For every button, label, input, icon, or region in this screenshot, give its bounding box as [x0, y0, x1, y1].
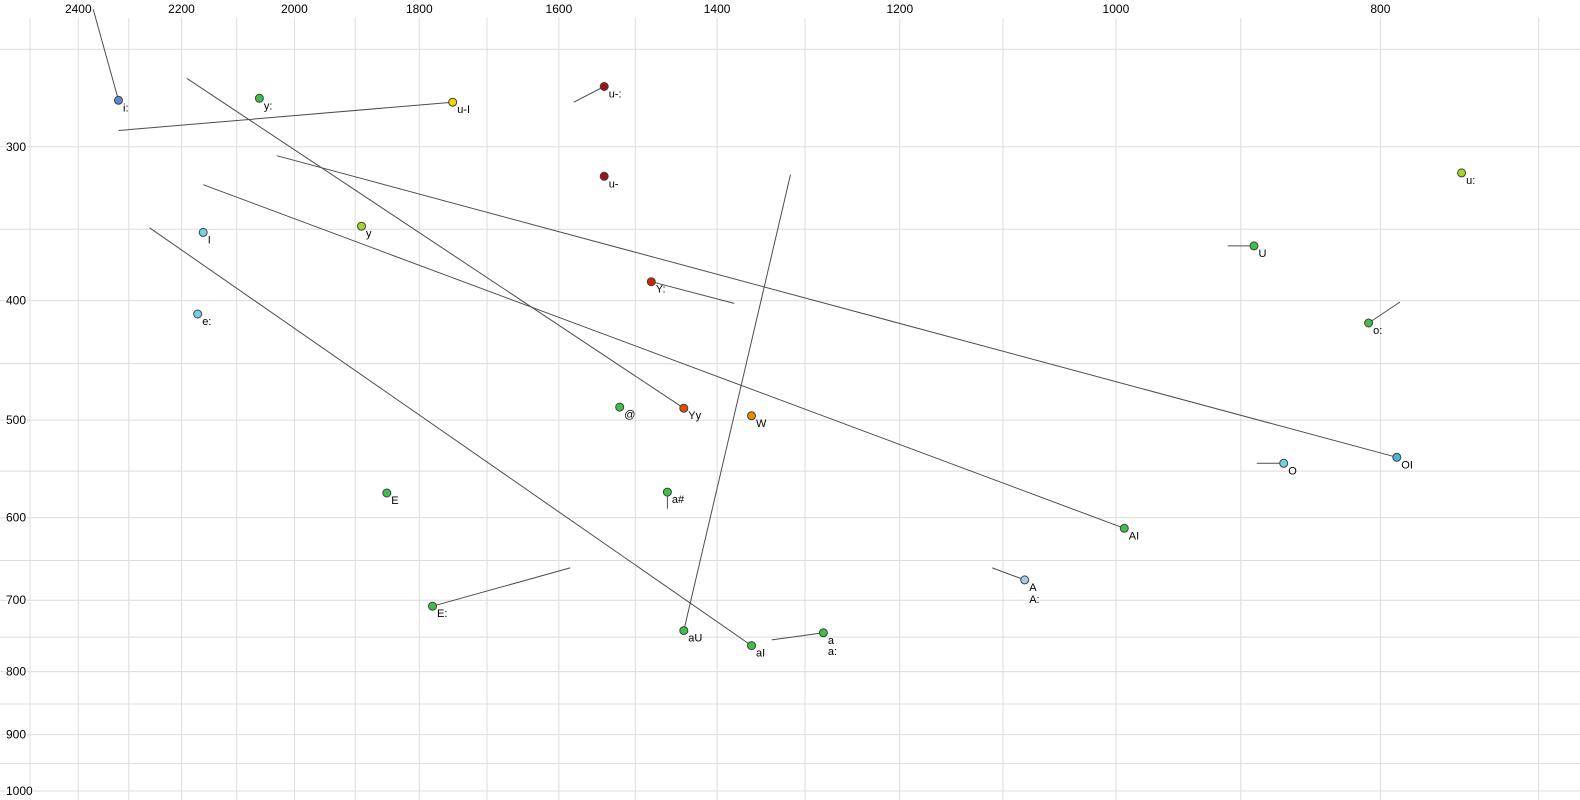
vowel-label-y:: y:	[264, 100, 273, 112]
x-tick-label-2400: 2400	[65, 2, 92, 16]
vowel-label-aI: aI	[756, 648, 765, 660]
y-tick-label-400: 400	[6, 294, 26, 308]
trajectory-OI	[276, 155, 1397, 458]
trajectory-a	[771, 632, 824, 641]
vowel-dot-o:	[1364, 318, 1374, 328]
trajectory-u-I	[118, 101, 453, 131]
x-tick-label-1400: 1400	[704, 2, 731, 16]
vowel-dot-y	[357, 221, 366, 231]
axis-ticks: 2400 2200 2000 1800 1600 1400 1200 1000 800 300 40…	[5, 1, 1393, 800]
x-tick-label-800: 800	[1370, 2, 1390, 16]
vowel-dot-E:	[428, 601, 437, 611]
trajectory-o:	[1368, 301, 1401, 324]
y-tick-label-1000: 1000	[6, 784, 33, 798]
vowel-label-i:: i:	[123, 102, 129, 114]
vowel-label-y: y	[366, 228, 372, 240]
trajectory-i:	[92, 9, 119, 101]
y-tick-label-500: 500	[6, 413, 26, 427]
trajectory-AI	[203, 184, 1125, 529]
trajectory-E:	[432, 567, 571, 607]
trajectory-u-:	[573, 86, 605, 103]
y-tick-label-700: 700	[6, 593, 26, 607]
vowel-label-u-I: u-I	[457, 104, 470, 116]
y-tick-label-900: 900	[6, 728, 26, 742]
vowel-label-Y:: Y:	[656, 284, 666, 296]
vowel-label-Yy: Yy	[688, 410, 701, 422]
vowel-dot-y:	[254, 93, 264, 103]
vowel-label-u:: u:	[1466, 175, 1475, 187]
vowel-dot-aU	[679, 626, 689, 636]
vowel-label-W: W	[756, 418, 767, 430]
vowel-dot-A	[1020, 575, 1030, 585]
vowel-dot-u:	[1457, 168, 1467, 178]
vowel-dot-u-	[599, 171, 609, 181]
vowel-label-u-: u-	[609, 178, 619, 190]
vowel-dot-a	[818, 628, 828, 638]
vowel-dot-a#	[662, 487, 672, 497]
y-tick-label-300: 300	[6, 140, 26, 154]
vowel-dot-Y:	[646, 277, 656, 287]
vowel-dot-u-:	[599, 82, 609, 91]
vowel-dot-Yy	[679, 403, 689, 413]
trajectory-Yy	[186, 77, 685, 409]
trajectory-A	[992, 567, 1025, 581]
vowel-dot-e:	[193, 309, 203, 319]
x-tick-label-1600: 1600	[546, 2, 573, 16]
vowel-dot-O	[1279, 458, 1289, 468]
x-tick-label-2000: 2000	[281, 2, 308, 16]
y-tick-label-600: 600	[6, 511, 26, 525]
vowel-dot-aI	[747, 641, 756, 651]
x-tick-label-1000: 1000	[1103, 2, 1130, 16]
vowel-label-a#: a#	[672, 494, 685, 506]
trajectory-aU	[683, 174, 791, 631]
vowel-label-AI: AI	[1129, 530, 1139, 542]
vowel-label-e:: e:	[202, 316, 211, 328]
vowel-dot-i:	[114, 95, 123, 105]
vowel-label-aU: aU	[688, 633, 702, 645]
vowel-label-I: I	[208, 234, 211, 246]
trajectory-Y:	[651, 281, 735, 304]
vowel-label-A:: A:	[1029, 594, 1039, 606]
vowel-label-E: E	[391, 495, 398, 507]
vowel-label-@: @	[624, 409, 635, 421]
vowel-dot-W	[747, 411, 756, 421]
trajectory-aI	[149, 227, 752, 647]
vowel-label-OI: OI	[1401, 459, 1413, 471]
vowel-dot-I	[198, 227, 208, 237]
vowel-label-o:: o:	[1373, 325, 1382, 337]
grid	[0, 18, 1580, 800]
x-tick-label-1200: 1200	[886, 2, 913, 16]
y-tick-label-800: 800	[6, 665, 26, 679]
vowel-label-E:: E:	[437, 608, 447, 620]
vowel-label-a:: a:	[828, 646, 837, 658]
vowel-label-u-:: u-:	[609, 89, 622, 101]
x-tick-label-2200: 2200	[168, 2, 195, 16]
x-tick-label-1800: 1800	[406, 2, 433, 16]
vowel-label-A: A	[1029, 582, 1037, 594]
trajectory-lines	[92, 9, 1401, 647]
vowel-label-a: a	[828, 635, 835, 647]
vowel-label-U: U	[1259, 248, 1267, 260]
vowel-dot-U	[1249, 241, 1259, 251]
vowel-dot-E	[382, 488, 392, 498]
vowel-dot-@	[615, 402, 625, 412]
vowel-label-O: O	[1288, 465, 1297, 477]
vowel-points: i: y: u-I u-: u-u: y I U Y: e: o: @ Yy W O OI E a# AI AA: E:…	[114, 82, 1475, 660]
vowel-dot-u-I	[448, 97, 458, 107]
vowel-dot-AI	[1119, 523, 1129, 533]
vowel-dot-OI	[1392, 452, 1402, 462]
